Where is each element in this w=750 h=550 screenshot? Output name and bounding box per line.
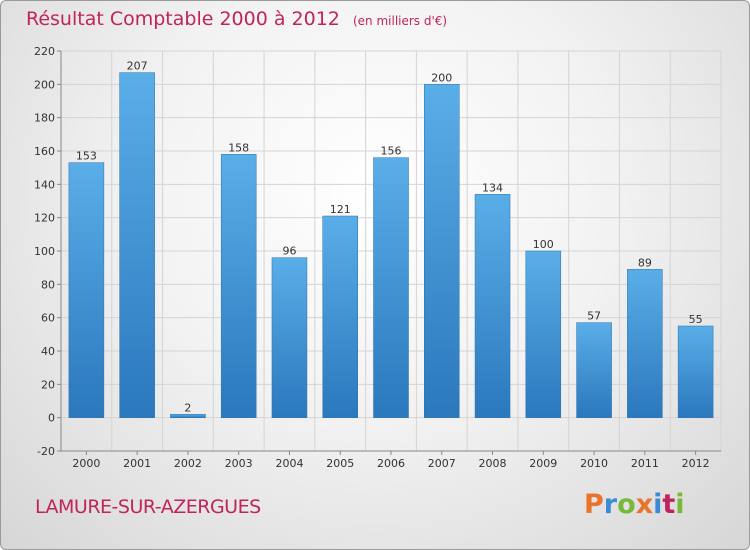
town-name: LAMURE-SUR-AZERGUES bbox=[35, 496, 261, 518]
bar bbox=[576, 322, 612, 418]
y-tick-label: 140 bbox=[34, 178, 55, 191]
y-tick-label: 220 bbox=[34, 45, 55, 58]
bar-layer bbox=[68, 72, 714, 418]
y-tick-label: 180 bbox=[34, 112, 55, 125]
proxiti-logo: Proxiti bbox=[584, 489, 685, 520]
y-tick-label: 40 bbox=[41, 345, 55, 358]
chart-title-main: Résultat Comptable 2000 à 2012 bbox=[26, 8, 340, 30]
logo-letter: t bbox=[662, 489, 676, 520]
bar-value-label: 200 bbox=[431, 71, 452, 84]
x-tick-label: 2012 bbox=[682, 457, 710, 470]
y-tick-label: 100 bbox=[34, 245, 55, 258]
bar-value-label: 100 bbox=[533, 238, 554, 251]
x-tick-label: 2004 bbox=[275, 457, 303, 470]
bar bbox=[627, 269, 663, 418]
bar bbox=[525, 250, 562, 418]
chart-title: Résultat Comptable 2000 à 2012 (en milli… bbox=[26, 8, 447, 30]
y-tick-label: 60 bbox=[41, 312, 55, 325]
bar-value-label: 156 bbox=[381, 145, 402, 158]
y-tick-label: -20 bbox=[37, 445, 55, 458]
x-tick-label: 2008 bbox=[479, 457, 507, 470]
bar-value-label: 96 bbox=[282, 245, 296, 258]
logo-letter: i bbox=[675, 489, 685, 520]
y-tick-label: 20 bbox=[41, 378, 55, 391]
x-tick-label: 2011 bbox=[631, 457, 659, 470]
bar-value-label: 55 bbox=[689, 313, 703, 326]
x-tick-label: 2002 bbox=[174, 457, 202, 470]
chart-title-sub: (en milliers d'€) bbox=[352, 14, 448, 28]
label-layer: 153 207 2 158 96 121 156 200 134 100 57 89 55 bbox=[76, 60, 703, 415]
bar bbox=[220, 154, 257, 418]
x-tick-label: 2000 bbox=[72, 457, 100, 470]
logo-letter: i bbox=[653, 489, 663, 520]
bar bbox=[474, 194, 511, 418]
bar bbox=[170, 414, 206, 418]
logo-letter: o bbox=[617, 489, 636, 520]
x-tick-label: 2003 bbox=[225, 457, 253, 470]
bar-value-label: 158 bbox=[228, 141, 249, 154]
bar-value-label: 153 bbox=[76, 150, 97, 163]
y-tick-label: 0 bbox=[48, 412, 55, 425]
bar-value-label: 121 bbox=[330, 203, 351, 216]
y-tick-label: 120 bbox=[34, 212, 55, 225]
logo-letter: x bbox=[635, 489, 654, 520]
x-tick-label: 2001 bbox=[123, 457, 151, 470]
x-tick-label: 2007 bbox=[428, 457, 456, 470]
y-tick-label: 200 bbox=[34, 78, 55, 91]
logo-letter: r bbox=[603, 489, 618, 520]
bar-value-label: 2 bbox=[184, 401, 191, 414]
bar bbox=[68, 162, 105, 418]
y-tick-label: 160 bbox=[34, 145, 55, 158]
bar-value-label: 134 bbox=[482, 181, 503, 194]
axis-layer: -20 0 20 40 60 80 100 120 140 160 180 200 220 2000 200… bbox=[34, 45, 721, 470]
x-tick-label: 2006 bbox=[377, 457, 405, 470]
bar bbox=[271, 257, 308, 418]
bar bbox=[322, 215, 358, 418]
x-tick-label: 2010 bbox=[580, 457, 608, 470]
x-tick-label: 2009 bbox=[529, 457, 557, 470]
logo-letter: P bbox=[584, 489, 604, 520]
x-tick-label: 2005 bbox=[326, 457, 354, 470]
y-tick-label: 80 bbox=[41, 278, 55, 291]
bar-value-label: 89 bbox=[638, 256, 652, 269]
bar-value-label: 57 bbox=[587, 310, 601, 323]
bar bbox=[677, 325, 714, 418]
bar bbox=[424, 84, 460, 418]
bar-value-label: 207 bbox=[127, 60, 148, 73]
bar bbox=[119, 72, 155, 418]
bar bbox=[373, 157, 409, 418]
